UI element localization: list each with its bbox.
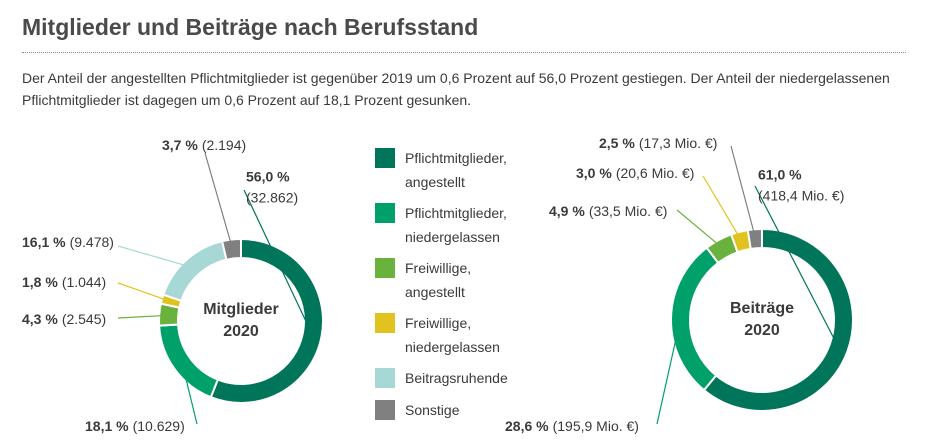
value-label: 16,1 % bbox=[22, 234, 66, 250]
sub-label: (20,6 Mio. €) bbox=[616, 165, 695, 181]
leader-line bbox=[676, 209, 724, 249]
value-label: 4,3 % bbox=[22, 311, 58, 327]
leader-line bbox=[754, 185, 840, 348]
legend-label: Freiwillige, niedergelassen bbox=[405, 315, 500, 355]
donut-segment bbox=[209, 237, 324, 404]
sub-label: (2.194) bbox=[202, 137, 246, 153]
leader-line bbox=[702, 175, 743, 242]
value-label: 56,0 % bbox=[246, 169, 290, 185]
sub-label: (418,4 Mio. €) bbox=[758, 188, 844, 204]
description: Der Anteil der angestellten Pflichtmitgl… bbox=[22, 70, 890, 108]
value-label: 28,6 % bbox=[505, 418, 549, 434]
center-label: Beiträge bbox=[730, 300, 794, 317]
legend-label: Freiwillige, angestellt bbox=[405, 260, 472, 300]
sub-label: (195,9 Mio. €) bbox=[553, 418, 639, 434]
value-label: 3,7 % bbox=[162, 137, 198, 153]
sub-label: (33,5 Mio. €) bbox=[589, 203, 668, 219]
data-label: 1,8 % (1.044) bbox=[22, 274, 106, 290]
data-label: 2,5 % (17,3 Mio. €) bbox=[599, 135, 717, 151]
value-label: 61,0 % bbox=[758, 167, 802, 183]
center-label: 2020 bbox=[223, 323, 259, 340]
title-rule bbox=[22, 52, 906, 53]
center-label: Mitglieder bbox=[203, 301, 279, 318]
data-label: 4,3 % (2.545) bbox=[22, 311, 106, 327]
legend-swatch bbox=[375, 313, 395, 333]
legend-swatch bbox=[375, 203, 395, 223]
value-label: 18,1 % bbox=[85, 418, 129, 434]
donut-segment bbox=[162, 240, 228, 303]
value-label: 3,0 % bbox=[576, 165, 612, 181]
donut-segment bbox=[670, 246, 720, 392]
legend-label: Sonstige bbox=[405, 402, 460, 418]
sub-label: (2.545) bbox=[62, 311, 106, 327]
data-label: 4,9 % (33,5 Mio. €) bbox=[549, 203, 667, 219]
legend-swatch bbox=[375, 258, 395, 278]
value-label: 2,5 % bbox=[599, 135, 635, 151]
leader-line bbox=[117, 314, 169, 319]
data-label: 16,1 % (9.478) bbox=[22, 234, 114, 250]
leader-line bbox=[656, 318, 682, 425]
leader-line bbox=[730, 145, 757, 239]
sub-label: (32.862) bbox=[246, 190, 298, 206]
legend-swatch bbox=[375, 148, 395, 168]
sub-label: (1.044) bbox=[62, 274, 106, 290]
sub-label: (9.478) bbox=[70, 234, 114, 250]
data-label: 28,6 % (195,9 Mio. €) bbox=[505, 418, 639, 434]
legend-label: Beitragsruhende bbox=[405, 370, 508, 386]
donut-segment bbox=[220, 237, 242, 261]
value-label: 1,8 % bbox=[22, 274, 58, 290]
data-label: 18,1 % (10.629) bbox=[85, 418, 185, 434]
donut-segment bbox=[158, 323, 220, 399]
value-label: 4,9 % bbox=[549, 203, 585, 219]
sub-label: (10.629) bbox=[133, 418, 185, 434]
sub-label: (17,3 Mio. €) bbox=[639, 135, 718, 151]
leader-line bbox=[243, 189, 313, 335]
legend-swatch bbox=[375, 400, 395, 420]
leader-line bbox=[204, 152, 234, 250]
title: Mitglieder und Beiträge nach Berufsstand bbox=[22, 14, 479, 40]
leader-line bbox=[117, 245, 193, 268]
legend-label: Pflichtmitglieder, niedergelassen bbox=[405, 205, 507, 245]
legend-label: Pflichtmitglieder, angestellt bbox=[405, 150, 507, 190]
data-label: 3,0 % (20,6 Mio. €) bbox=[576, 165, 694, 181]
data-label: 3,7 % (2.194) bbox=[162, 137, 246, 153]
center-label: 2020 bbox=[744, 322, 780, 339]
leader-line bbox=[181, 363, 198, 425]
legend-swatch bbox=[375, 368, 395, 388]
leader-line bbox=[117, 282, 172, 303]
donut-segment bbox=[746, 227, 763, 251]
